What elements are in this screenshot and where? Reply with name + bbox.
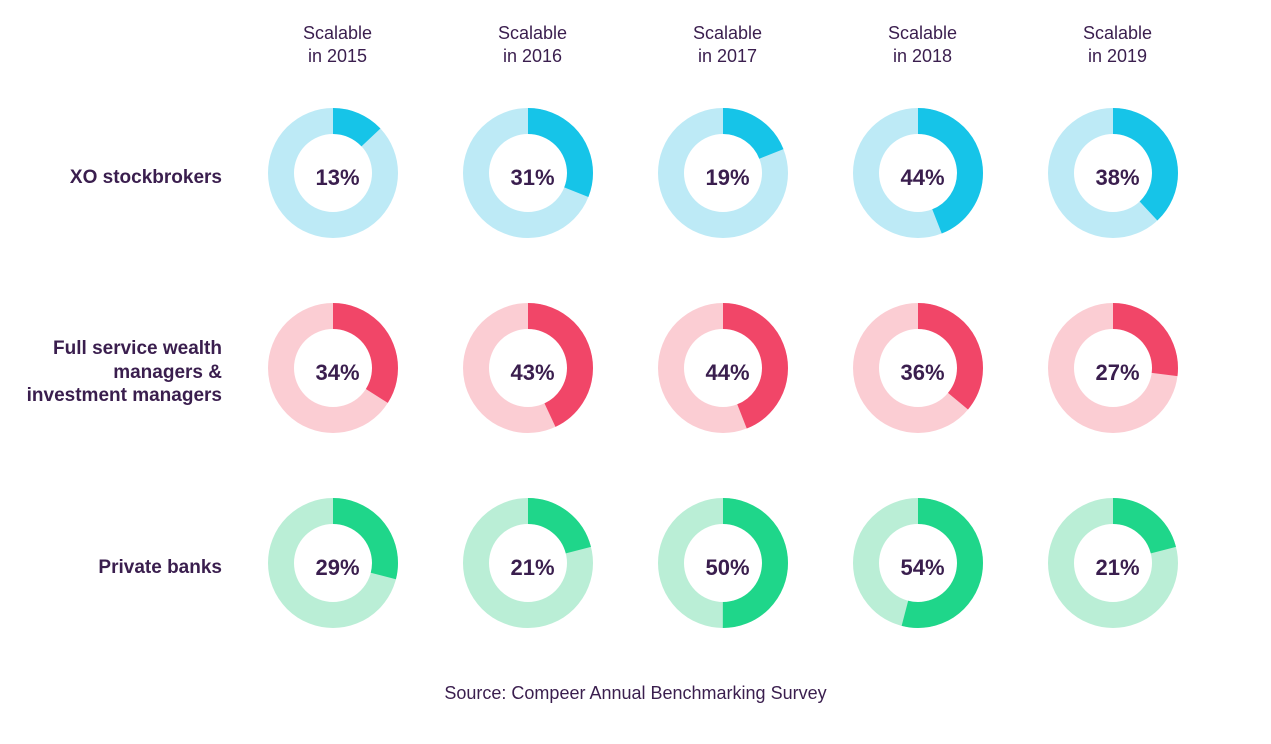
- donut-value: 50%: [705, 555, 749, 581]
- donut-chart: 36%: [848, 298, 998, 448]
- donut-value: 34%: [315, 360, 359, 386]
- donut-value: 19%: [705, 165, 749, 191]
- column-header-line2: in 2016: [498, 45, 567, 68]
- column-header: Scalablein 2015: [303, 22, 372, 69]
- donut-grid: Scalablein 2015Scalablein 2016Scalablein…: [0, 0, 1271, 665]
- donut-chart: 27%: [1043, 298, 1193, 448]
- donut-value: 36%: [900, 360, 944, 386]
- donut-chart: 54%: [848, 493, 998, 643]
- donut-value: 43%: [510, 360, 554, 386]
- column-header: Scalablein 2017: [693, 22, 762, 69]
- column-header-line1: Scalable: [888, 22, 957, 45]
- donut-chart: 44%: [653, 298, 803, 448]
- column-header-line1: Scalable: [1083, 22, 1152, 45]
- donut-chart: 34%: [263, 298, 413, 448]
- column-header-line1: Scalable: [303, 22, 372, 45]
- donut-value: 21%: [510, 555, 554, 581]
- donut-chart: 44%: [848, 103, 998, 253]
- column-header-line1: Scalable: [498, 22, 567, 45]
- column-header: Scalablein 2018: [888, 22, 957, 69]
- row-label: XO stockbrokers: [20, 166, 240, 190]
- donut-value: 38%: [1095, 165, 1139, 191]
- column-header-line2: in 2019: [1083, 45, 1152, 68]
- donut-chart: 13%: [263, 103, 413, 253]
- column-header-line2: in 2015: [303, 45, 372, 68]
- donut-chart: 21%: [1043, 493, 1193, 643]
- donut-chart: 38%: [1043, 103, 1193, 253]
- donut-chart: 19%: [653, 103, 803, 253]
- donut-value: 13%: [315, 165, 359, 191]
- column-header-line1: Scalable: [693, 22, 762, 45]
- donut-value: 44%: [705, 360, 749, 386]
- donut-value: 21%: [1095, 555, 1139, 581]
- column-header-line2: in 2018: [888, 45, 957, 68]
- donut-value: 54%: [900, 555, 944, 581]
- row-label: Private banks: [20, 556, 240, 580]
- donut-chart: 43%: [458, 298, 608, 448]
- donut-value: 29%: [315, 555, 359, 581]
- donut-chart: 21%: [458, 493, 608, 643]
- column-header-line2: in 2017: [693, 45, 762, 68]
- donut-value: 27%: [1095, 360, 1139, 386]
- column-header: Scalablein 2019: [1083, 22, 1152, 69]
- column-header: Scalablein 2016: [498, 22, 567, 69]
- source-text: Source: Compeer Annual Benchmarking Surv…: [0, 683, 1271, 704]
- donut-chart: 50%: [653, 493, 803, 643]
- donut-chart: 29%: [263, 493, 413, 643]
- row-label: Full service wealth managers & investmen…: [20, 337, 240, 408]
- donut-chart: 31%: [458, 103, 608, 253]
- donut-value: 44%: [900, 165, 944, 191]
- donut-value: 31%: [510, 165, 554, 191]
